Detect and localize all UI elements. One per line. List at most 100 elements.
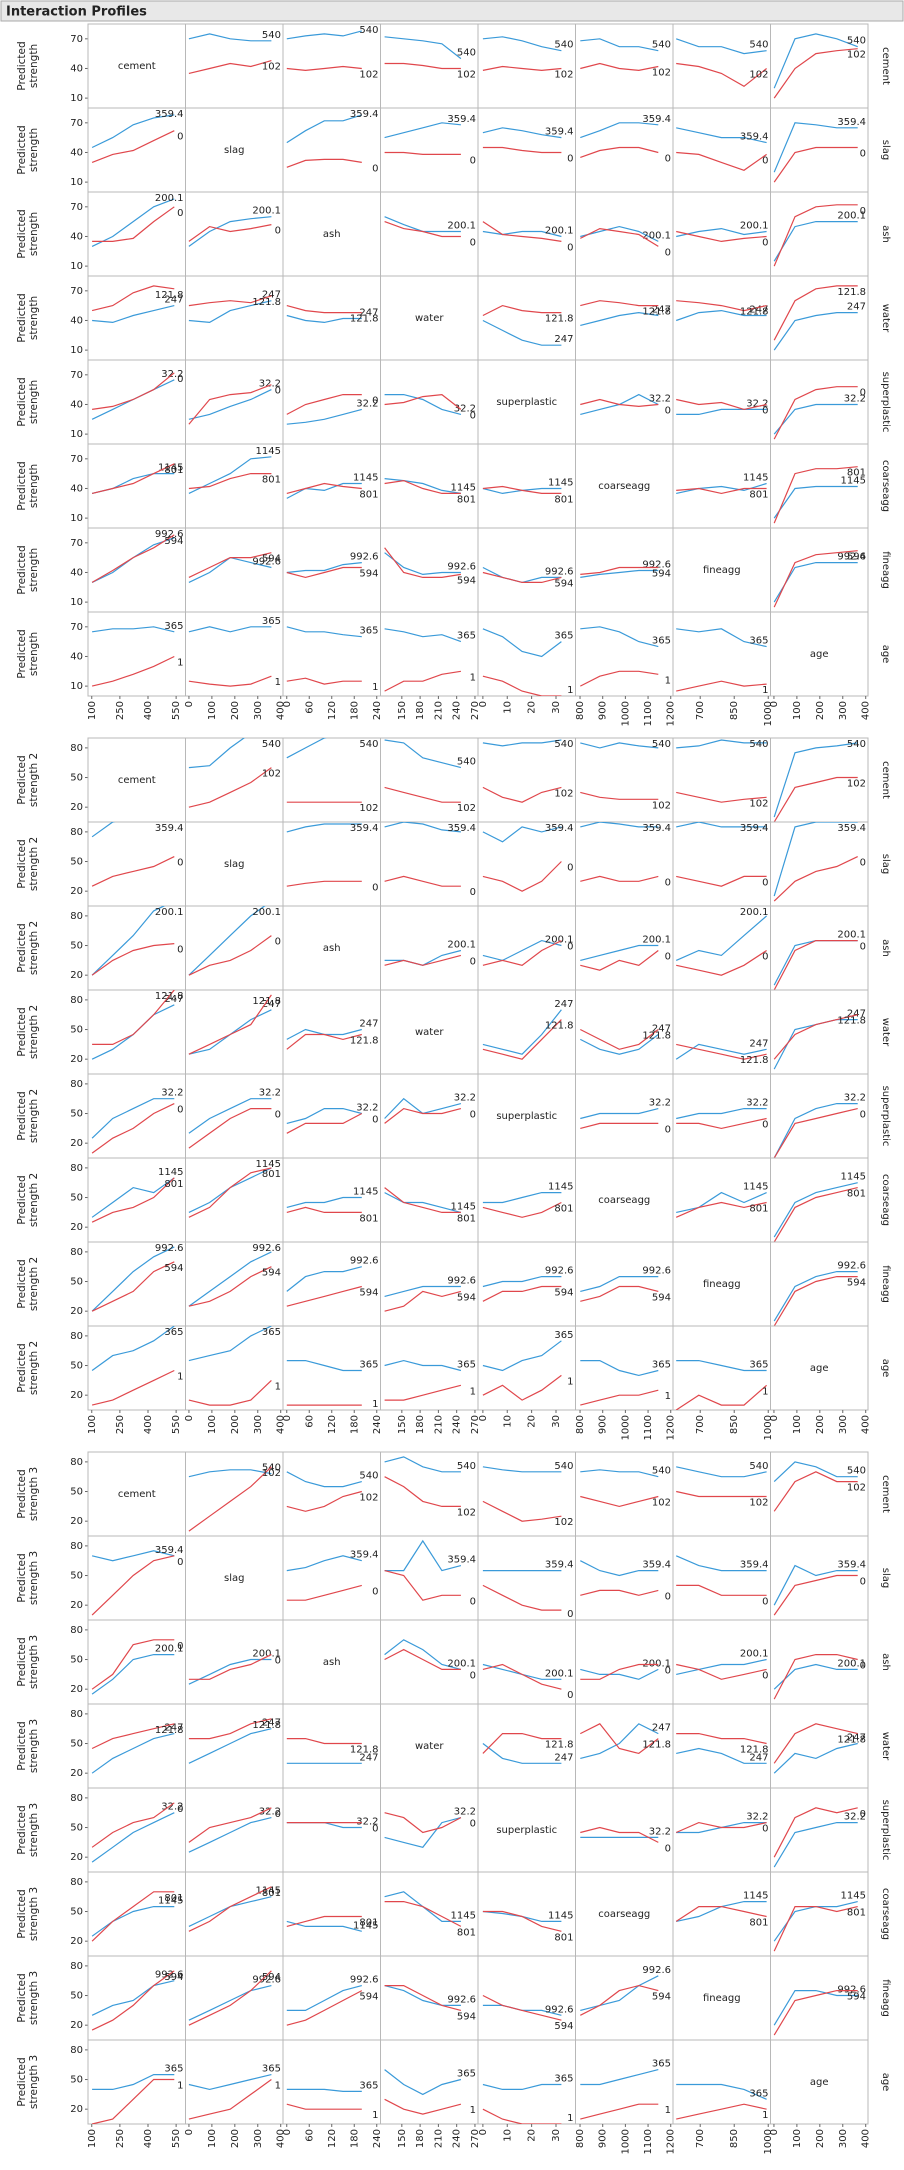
- y-axis-label-text: Predicted strength 3: [16, 1466, 40, 1522]
- level-label: 1: [665, 1391, 671, 1402]
- y-axis-label: Predicted strength: [16, 293, 40, 342]
- profile-line: [91, 1004, 175, 1060]
- level-label: 540: [262, 739, 281, 750]
- y-axis-label-text: Predicted strength: [16, 209, 40, 259]
- level-label: 32.2: [746, 1098, 768, 1109]
- y-tick-label: 40: [70, 231, 83, 242]
- level-label: 1145: [256, 1159, 281, 1170]
- x-tick-label: 400: [861, 1415, 872, 1434]
- profile-line: [188, 1817, 272, 1853]
- y-tick-label: 40: [70, 315, 83, 326]
- level-label: 102: [847, 50, 866, 61]
- x-tick-label: 400: [276, 701, 287, 720]
- y-tick-label: 50: [70, 1025, 83, 1036]
- x-tick-label: 150: [397, 1415, 408, 1434]
- profile-line: [580, 146, 659, 158]
- level-label: 247: [652, 305, 671, 316]
- y-tick-label: 10: [70, 345, 83, 356]
- y-axis-label-text: Predicted strength 3: [16, 1550, 40, 1606]
- profile-line: [580, 950, 659, 971]
- level-label: 365: [554, 1330, 573, 1341]
- level-label: 359.4: [837, 117, 866, 128]
- level-label: 0: [177, 208, 183, 219]
- level-label: 0: [665, 1665, 671, 1676]
- y-tick-label: 50: [70, 857, 83, 868]
- level-label: 32.2: [356, 1817, 378, 1828]
- panel: [770, 527, 869, 613]
- profile-line: [91, 1550, 175, 1562]
- level-label: 1145: [256, 1886, 281, 1897]
- level-label: 121.8: [545, 1021, 574, 1032]
- level-label: 102: [847, 1483, 866, 1494]
- y-axis-label-text: Predicted strength 3: [16, 2054, 40, 2110]
- level-label: 247: [554, 1752, 573, 1763]
- level-label: 121.8: [740, 1745, 769, 1756]
- level-label: 247: [749, 1752, 768, 1763]
- profile-line: [91, 130, 175, 163]
- level-label: 102: [359, 1493, 378, 1504]
- level-label: 200.1: [545, 935, 574, 946]
- x-tick-label: 150: [397, 701, 408, 720]
- x-tick-label: 550: [171, 701, 182, 720]
- panel: [477, 611, 576, 697]
- level-label: 359.4: [155, 109, 184, 120]
- level-label: 801: [262, 1888, 281, 1899]
- panel: [380, 191, 479, 277]
- level-label: 1: [665, 2105, 671, 2116]
- x-tick-label: 300: [253, 701, 264, 720]
- level-label: 247: [262, 290, 281, 301]
- level-label: 0: [762, 951, 768, 962]
- x-tick-label: 30: [551, 1415, 562, 1428]
- profile-line: [384, 954, 462, 966]
- profile-line: [188, 1266, 272, 1307]
- panel: [87, 1703, 186, 1789]
- level-label: 540: [457, 757, 476, 768]
- panel: [87, 1871, 186, 1957]
- profile-line: [91, 856, 175, 887]
- level-label: 1145: [353, 1187, 378, 1198]
- level-label: 0: [762, 1824, 768, 1835]
- level-label: 1145: [256, 446, 281, 457]
- level-label: 1: [665, 675, 671, 686]
- y-tick-label: 10: [70, 261, 83, 272]
- y-axis-label: Predicted strength 3: [16, 1466, 40, 1522]
- level-label: 1: [470, 2105, 476, 2116]
- profile-line: [286, 1285, 362, 1307]
- level-label: 247: [554, 334, 573, 345]
- profile-line: [482, 1466, 562, 1473]
- level-label: 0: [372, 1115, 378, 1126]
- y-tick-label: 40: [70, 483, 83, 494]
- level-label: 0: [372, 163, 378, 174]
- panel: [477, 737, 576, 823]
- panel: [87, 1325, 186, 1411]
- y-tick-label: 20: [70, 2104, 83, 2115]
- panel: [770, 1325, 869, 1411]
- profile-line: [482, 319, 562, 346]
- profile-line: [91, 1098, 175, 1139]
- level-label: 0: [470, 1110, 476, 1121]
- level-label: 1: [372, 682, 378, 693]
- profile-line: [773, 550, 858, 608]
- level-label: 0: [275, 1809, 281, 1820]
- level-label: 801: [554, 1203, 573, 1214]
- profile-line: [188, 1466, 272, 1532]
- profile-line: [91, 285, 175, 312]
- level-label: 1145: [548, 1910, 573, 1921]
- profile-line: [482, 146, 562, 154]
- profile-line: [384, 394, 462, 415]
- y-tick-label: 80: [70, 1247, 83, 1258]
- level-label: 594: [359, 1992, 378, 2003]
- x-tick-label: 270: [470, 701, 481, 720]
- y-tick-label: 70: [70, 286, 83, 297]
- level-label: 594: [847, 552, 866, 563]
- level-label: 540: [652, 40, 671, 51]
- x-tick-label: 0: [478, 1415, 489, 1421]
- y-axis-label: Predicted strength: [16, 377, 40, 426]
- x-tick-label: 200: [815, 701, 826, 720]
- profile-line: [773, 1275, 858, 1326]
- level-label: 102: [652, 1497, 671, 1508]
- diagonal-label: ash: [323, 1657, 341, 1668]
- diagonal-label: coarseagg: [598, 481, 650, 492]
- panel: [575, 2039, 674, 2125]
- level-label: 102: [749, 798, 768, 809]
